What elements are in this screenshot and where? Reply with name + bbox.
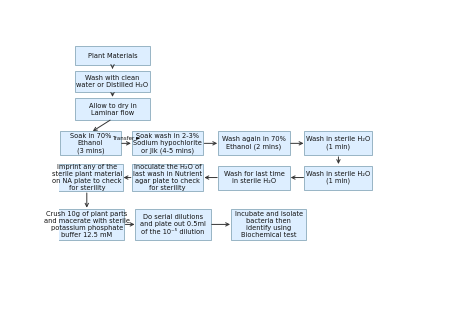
FancyBboxPatch shape (218, 131, 290, 155)
Text: Inoculate the H₂O of
last wash in Nutrient
agar plate to check
for sterility: Inoculate the H₂O of last wash in Nutrie… (133, 164, 202, 191)
Text: Do serial dilutions
and plate out 0.5ml
of the 10⁻⁵ dilution: Do serial dilutions and plate out 0.5ml … (140, 214, 206, 235)
Text: Wash for last time
in sterile H₂O: Wash for last time in sterile H₂O (224, 171, 284, 184)
Text: Soak in 70%
Ethanol
(3 mins): Soak in 70% Ethanol (3 mins) (70, 133, 111, 154)
FancyBboxPatch shape (75, 98, 150, 120)
FancyBboxPatch shape (132, 164, 203, 191)
Text: Wash in sterile H₂O
(1 min): Wash in sterile H₂O (1 min) (306, 137, 371, 150)
FancyBboxPatch shape (304, 165, 373, 190)
FancyBboxPatch shape (136, 209, 211, 240)
FancyBboxPatch shape (231, 209, 306, 240)
Text: Wash again in 70%
Ethanol (2 mins): Wash again in 70% Ethanol (2 mins) (222, 137, 286, 150)
Text: Plant Materials: Plant Materials (88, 53, 137, 59)
FancyBboxPatch shape (75, 46, 150, 65)
Text: Crush 10g of plant parts
and macerate with sterile
potassium phosphate
buffer 12: Crush 10g of plant parts and macerate wi… (44, 211, 130, 238)
Text: Imprint any of the
sterile plant material
on NA plate to check
for sterility: Imprint any of the sterile plant materia… (52, 164, 122, 191)
FancyBboxPatch shape (49, 209, 125, 240)
Text: Wash in sterile H₂O
(1 min): Wash in sterile H₂O (1 min) (306, 171, 371, 185)
FancyBboxPatch shape (132, 131, 203, 155)
Text: Wash with clean
water or Distilled H₂O: Wash with clean water or Distilled H₂O (76, 75, 148, 88)
Text: Transfer ►: Transfer ► (112, 136, 140, 141)
FancyBboxPatch shape (60, 131, 121, 155)
FancyBboxPatch shape (218, 165, 290, 190)
Text: Incubate and isolate
bacteria then
identify using
Biochemical test: Incubate and isolate bacteria then ident… (235, 211, 303, 238)
Text: Soak wash in 2-3%
Sodium hypochlorite
or Jik (4-5 mins): Soak wash in 2-3% Sodium hypochlorite or… (133, 133, 202, 154)
FancyBboxPatch shape (51, 164, 123, 191)
FancyBboxPatch shape (304, 131, 373, 155)
Text: Allow to dry in
Laminar flow: Allow to dry in Laminar flow (89, 103, 137, 116)
FancyBboxPatch shape (75, 70, 150, 92)
